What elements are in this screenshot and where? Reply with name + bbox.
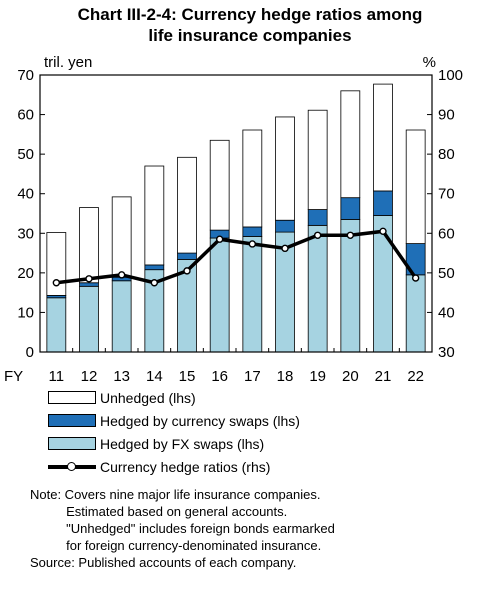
bar-segment-0-21 — [373, 215, 393, 353]
left-tick-label-70: 70 — [17, 67, 34, 84]
left-axis-unit: tril. yen — [44, 54, 92, 71]
bar-segment-2-20 — [340, 90, 361, 199]
legend-item-fx-swaps: Hedged by FX swaps (lhs) — [48, 432, 300, 455]
left-tick-label-20: 20 — [17, 265, 34, 282]
legend-swatch-unhedged — [48, 391, 96, 404]
bar-segment-1-15 — [177, 252, 197, 260]
right-tick-label-80: 80 — [438, 146, 455, 163]
legend-label-hedge-ratio: Currency hedge ratios (rhs) — [100, 458, 271, 475]
bar-segment-1-19 — [307, 209, 328, 226]
hedge-ratio-point-22 — [411, 274, 420, 282]
right-tick-label-70: 70 — [438, 186, 455, 203]
x-tick-label-14: 14 — [146, 368, 163, 385]
chart-title: Chart III-2-4: Currency hedge ratios amo… — [0, 4, 500, 46]
legend-item-currency-swaps: Hedged by currency swaps (lhs) — [48, 409, 300, 432]
legend-swatch-hedge-ratio — [48, 460, 96, 473]
bar-segment-2-18 — [275, 116, 295, 221]
note-line-1: Note: Covers nine major life insurance c… — [30, 487, 321, 502]
legend-label-unhedged: Unhedged (lhs) — [100, 389, 196, 406]
right-tick-label-40: 40 — [438, 304, 455, 321]
right-tick-label-90: 90 — [438, 107, 455, 124]
x-tick-label-21: 21 — [375, 368, 392, 385]
legend-swatch-fx-swaps — [48, 437, 96, 450]
bar-segment-2-16 — [209, 139, 230, 231]
right-tick-label-50: 50 — [438, 265, 455, 282]
right-axis-unit: % — [423, 54, 436, 71]
chart-title-line-1: Chart III-2-4: Currency hedge ratios amo… — [77, 5, 423, 24]
x-tick-label-12: 12 — [81, 368, 98, 385]
bar-segment-1-14 — [144, 264, 165, 271]
bar-segment-2-17 — [242, 129, 263, 228]
chart-title-line-2: life insurance companies — [148, 26, 352, 45]
bar-segment-0-11 — [46, 297, 67, 353]
bar-segment-2-19 — [307, 109, 328, 210]
hedge-ratio-point-13 — [117, 271, 126, 279]
hedge-ratio-point-17 — [248, 240, 257, 248]
x-tick-label-16: 16 — [211, 368, 228, 385]
bar-segment-1-18 — [275, 219, 295, 233]
legend: Unhedged (lhs) Hedged by currency swaps … — [48, 386, 300, 478]
bar-segment-0-12 — [79, 285, 99, 353]
bar-segment-2-15 — [177, 156, 197, 254]
bar-segment-2-21 — [373, 83, 393, 192]
legend-label-fx-swaps: Hedged by FX swaps (lhs) — [100, 435, 265, 452]
x-tick-label-11: 11 — [49, 368, 65, 385]
right-tick-label-30: 30 — [438, 344, 455, 361]
x-tick-label-20: 20 — [342, 368, 359, 385]
hedge-ratio-point-11 — [52, 279, 61, 287]
left-tick-label-40: 40 — [17, 186, 34, 203]
bar-segment-0-20 — [340, 219, 361, 353]
x-tick-label-19: 19 — [309, 368, 326, 385]
chart-notes: Note: Covers nine major life insurance c… — [30, 486, 335, 571]
bar-segment-0-22 — [405, 274, 426, 353]
left-tick-label-60: 60 — [17, 107, 34, 124]
bar-segment-2-13 — [111, 196, 132, 278]
bar-segment-2-12 — [79, 207, 99, 284]
hedge-ratio-point-21 — [379, 227, 387, 236]
x-tick-label-15: 15 — [179, 368, 196, 385]
bar-segment-0-17 — [242, 236, 263, 353]
left-tick-label-0: 0 — [26, 344, 34, 361]
bar-segment-2-22 — [405, 129, 426, 244]
hedge-ratio-point-16 — [215, 235, 224, 243]
left-tick-label-10: 10 — [17, 304, 34, 321]
legend-item-unhedged: Unhedged (lhs) — [48, 386, 300, 409]
left-tick-label-30: 30 — [17, 225, 34, 242]
x-tick-label-17: 17 — [244, 368, 261, 385]
note-line-2: Estimated based on general accounts. — [30, 504, 288, 519]
legend-swatch-currency-swaps — [48, 414, 96, 427]
x-axis-prefix: FY — [4, 368, 23, 385]
bar-segment-0-13 — [111, 280, 132, 353]
bar-segment-1-21 — [373, 190, 393, 216]
x-tick-label-13: 13 — [113, 368, 130, 385]
left-tick-label-50: 50 — [17, 146, 34, 163]
bar-segment-0-19 — [307, 224, 328, 353]
hedge-ratio-point-19 — [313, 231, 322, 239]
hedge-ratio-line — [56, 229, 418, 285]
bar-segment-1-20 — [340, 197, 361, 220]
x-tick-label-18: 18 — [277, 368, 294, 385]
hedge-ratio-point-18 — [281, 244, 289, 253]
bar-segment-0-16 — [209, 237, 230, 353]
hedge-ratio-point-12 — [85, 275, 93, 283]
hedge-ratio-point-15 — [183, 267, 191, 275]
legend-item-hedge-ratio: Currency hedge ratios (rhs) — [48, 455, 300, 478]
hedge-ratio-point-14 — [150, 279, 159, 287]
bar-segment-2-14 — [144, 165, 165, 266]
bar-segment-1-17 — [242, 226, 263, 237]
stacked-bar-chart: 0 10 20 30 40 50 60 70 30 40 50 60 70 80 90 100 11 12 13 14… — [4, 54, 463, 385]
bar-segment-1-12 — [79, 282, 99, 287]
note-line-4: for foreign currency-denominated insuran… — [30, 538, 322, 553]
note-line-3: "Unhedged" includes foreign bonds earmar… — [30, 521, 335, 536]
right-tick-label-100: 100 — [438, 67, 463, 84]
x-tick-label-22: 22 — [407, 368, 424, 385]
hedge-ratio-point-20 — [346, 231, 355, 239]
bar-segment-2-11 — [46, 232, 67, 296]
right-tick-label-60: 60 — [438, 225, 455, 242]
note-source: Source: Published accounts of each compa… — [30, 555, 297, 570]
legend-label-currency-swaps: Hedged by currency swaps (lhs) — [100, 412, 300, 429]
